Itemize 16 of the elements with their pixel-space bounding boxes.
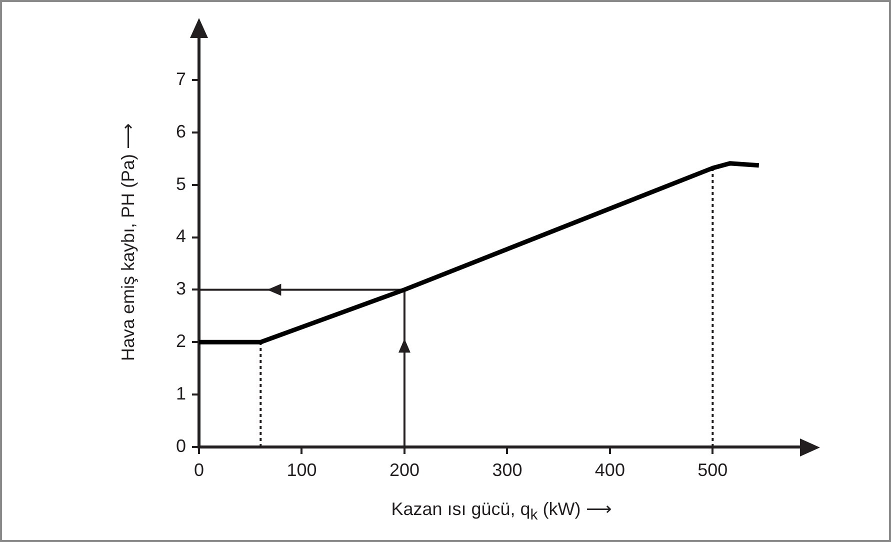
x-tick-label: 400 bbox=[594, 460, 625, 480]
x-tick-label: 200 bbox=[389, 460, 420, 480]
x-tick-label: 0 bbox=[194, 460, 204, 480]
y-tick-label: 5 bbox=[176, 174, 186, 194]
y-tick-label: 6 bbox=[176, 121, 186, 142]
x-tick-label: 100 bbox=[286, 460, 317, 480]
y-axis-title: Hava emiş kaybı, PH (Pa) ⟶ bbox=[117, 122, 139, 362]
y-tick-label: 3 bbox=[176, 278, 186, 299]
y-tick-label: 1 bbox=[176, 384, 186, 404]
x-tick-label: 300 bbox=[492, 460, 522, 480]
x-axis-title: Kazan ısı gücü, q$_{k}$ (kW) ⟶ bbox=[390, 498, 613, 524]
y-tick-label: 0 bbox=[176, 436, 186, 456]
y-tick-label: 2 bbox=[176, 331, 186, 352]
x-tick-label: 500 bbox=[698, 460, 728, 480]
y-tick-label: 4 bbox=[176, 226, 186, 246]
y-tick-label: 7 bbox=[176, 68, 186, 89]
